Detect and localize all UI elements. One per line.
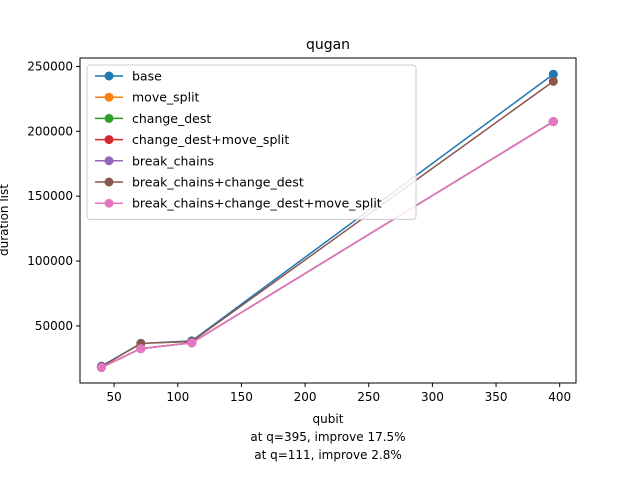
legend-marker bbox=[104, 156, 114, 166]
legend-marker bbox=[104, 92, 114, 102]
legend-marker bbox=[104, 113, 114, 123]
y-tick-label: 250000 bbox=[27, 59, 73, 73]
legend-marker bbox=[104, 135, 114, 145]
x-tick-label: 250 bbox=[357, 390, 380, 404]
plot-frame bbox=[79, 57, 577, 384]
annotation-q111: at q=111, improve 2.8% bbox=[254, 448, 402, 462]
legend-entry: break_chains+change_dest+move_split bbox=[95, 196, 382, 211]
legend-label: break_chains+change_dest bbox=[132, 175, 304, 190]
legend-box bbox=[86, 64, 417, 220]
legend-entry: change_dest+move_split bbox=[95, 132, 289, 147]
y-tick-label: 50000 bbox=[35, 319, 73, 333]
legend-label: break_chains bbox=[132, 153, 214, 168]
legend-marker bbox=[104, 177, 114, 187]
legend-label: move_split bbox=[132, 90, 200, 105]
legend-label: change_dest bbox=[132, 111, 211, 126]
x-axis-label: qubit bbox=[313, 412, 344, 426]
y-tick-label: 150000 bbox=[27, 189, 73, 203]
chart-title: qugan bbox=[306, 37, 350, 53]
y-axis-label: duration list bbox=[0, 184, 11, 256]
x-tick-label: 50 bbox=[106, 390, 121, 404]
legend-label: change_dest+move_split bbox=[132, 132, 289, 147]
data-point bbox=[548, 117, 558, 127]
y-tick-label: 100000 bbox=[27, 254, 73, 268]
data-point bbox=[187, 338, 197, 348]
series-break-chains-change-dest-move-split bbox=[96, 117, 558, 372]
legend-label: break_chains+change_dest+move_split bbox=[132, 196, 382, 211]
data-point bbox=[548, 69, 558, 79]
legend-entry: base bbox=[95, 69, 162, 84]
data-point bbox=[96, 362, 106, 372]
x-tick-label: 350 bbox=[485, 390, 508, 404]
x-tick-label: 300 bbox=[421, 390, 444, 404]
x-tick-label: 200 bbox=[294, 390, 317, 404]
y-tick-label: 200000 bbox=[27, 124, 73, 138]
legend-marker bbox=[104, 198, 114, 208]
annotation-q395: at q=395, improve 17.5% bbox=[250, 430, 405, 444]
x-tick-label: 400 bbox=[548, 390, 571, 404]
series-line bbox=[101, 120, 554, 369]
legend-entry: change_dest bbox=[95, 111, 211, 126]
legend-entry: break_chains+change_dest bbox=[95, 175, 304, 190]
legend: base move_split change_dest change_dest+mov… bbox=[86, 64, 417, 220]
data-point bbox=[548, 76, 558, 86]
legend-entry: move_split bbox=[95, 90, 200, 105]
ticks-layer: 50 100 150 200 250 300 350 400 50000 100000 150000… bbox=[27, 59, 571, 404]
x-tick-label: 150 bbox=[230, 390, 253, 404]
data-point bbox=[136, 344, 146, 354]
legend-marker bbox=[104, 71, 114, 81]
legend-entry: break_chains bbox=[95, 153, 214, 168]
series-layer bbox=[96, 69, 558, 372]
x-tick-label: 100 bbox=[166, 390, 189, 404]
legend-label: base bbox=[132, 69, 162, 84]
